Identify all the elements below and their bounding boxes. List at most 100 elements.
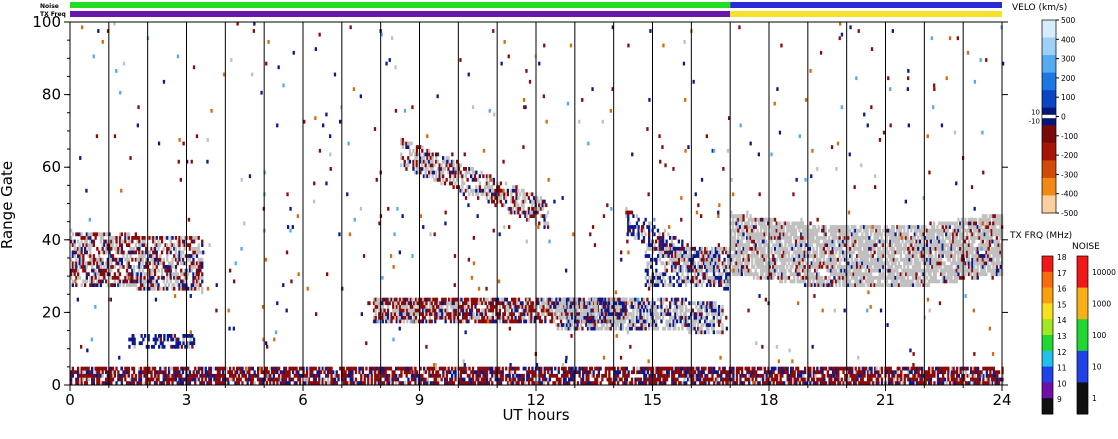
backscatter-cell bbox=[199, 268, 202, 273]
backscatter-cell bbox=[145, 246, 148, 251]
backscatter-cell bbox=[610, 366, 613, 371]
backscatter-cell bbox=[208, 381, 211, 385]
backscatter-cell bbox=[588, 326, 591, 331]
backscatter-cell bbox=[613, 366, 616, 371]
backscatter-cell bbox=[597, 312, 600, 316]
backscatter-cell bbox=[487, 174, 490, 179]
backscatter-cell bbox=[558, 297, 562, 302]
backscatter-cell bbox=[400, 308, 404, 313]
backscatter-cell bbox=[407, 308, 411, 313]
backscatter-cell bbox=[530, 308, 533, 313]
backscatter-cell bbox=[824, 366, 828, 371]
backscatter-cell bbox=[461, 370, 464, 375]
backscatter-cell bbox=[600, 319, 604, 324]
backscatter-cell bbox=[665, 312, 668, 316]
backscatter-cell bbox=[354, 377, 358, 382]
backscatter-cell bbox=[150, 283, 153, 287]
backscatter-cell bbox=[377, 366, 380, 371]
backscatter-cell bbox=[767, 370, 770, 375]
backscatter-cell bbox=[776, 377, 779, 382]
backscatter-cell bbox=[222, 377, 225, 382]
backscatter-cell bbox=[541, 206, 544, 211]
backscatter-cell bbox=[662, 283, 665, 287]
backscatter-cell bbox=[132, 366, 136, 371]
backscatter-cell bbox=[407, 370, 410, 375]
backscatter-cell bbox=[704, 373, 707, 378]
backscatter-cell bbox=[697, 283, 700, 287]
backscatter-cell bbox=[460, 319, 463, 324]
backscatter-cell bbox=[381, 319, 384, 324]
backscatter-cell bbox=[197, 250, 200, 255]
backscatter-cell bbox=[655, 377, 658, 382]
backscatter-cell bbox=[368, 366, 372, 371]
backscatter-cell bbox=[738, 214, 742, 218]
backscatter-cell bbox=[517, 381, 520, 385]
backscatter-cell bbox=[678, 373, 681, 378]
backscatter-cell bbox=[150, 370, 153, 375]
backscatter-cell bbox=[108, 366, 111, 371]
backscatter-cell bbox=[85, 239, 88, 244]
backscatter-cell bbox=[543, 199, 546, 204]
backscatter-cell bbox=[161, 344, 164, 349]
backscatter-cell bbox=[655, 279, 658, 284]
backscatter-cell bbox=[555, 323, 558, 327]
backscatter-cell bbox=[160, 261, 164, 266]
backscatter-cell bbox=[438, 366, 441, 371]
backscatter-cell bbox=[975, 366, 978, 371]
backscatter-cell bbox=[236, 381, 239, 385]
backscatter-cell bbox=[131, 268, 134, 273]
backscatter-cell bbox=[246, 377, 249, 382]
backscatter-cell bbox=[183, 268, 186, 273]
backscatter-cell bbox=[880, 366, 884, 371]
backscatter-cell bbox=[569, 297, 572, 302]
backscatter-cell bbox=[653, 283, 656, 287]
backscatter-cell bbox=[607, 308, 611, 313]
backscatter-cell bbox=[674, 308, 677, 313]
backscatter-cell bbox=[712, 283, 716, 287]
backscatter-cell bbox=[117, 370, 120, 375]
backscatter-cell bbox=[484, 377, 487, 382]
backscatter-cell bbox=[383, 297, 386, 302]
backscatter-cell bbox=[676, 301, 679, 306]
backscatter-cell bbox=[646, 268, 649, 273]
backscatter-cell bbox=[318, 366, 321, 371]
backscatter-cell bbox=[585, 315, 588, 320]
backscatter-cell bbox=[404, 305, 407, 309]
backscatter-cell bbox=[431, 366, 434, 371]
backscatter-cell bbox=[388, 373, 391, 378]
backscatter-cell bbox=[529, 192, 532, 197]
backscatter-cell bbox=[468, 381, 471, 385]
backscatter-cell bbox=[532, 199, 536, 204]
backscatter-cell bbox=[138, 279, 141, 284]
backscatter-cell bbox=[585, 381, 588, 385]
backscatter-cell bbox=[819, 377, 822, 382]
backscatter-cell bbox=[169, 236, 172, 240]
backscatter-cell bbox=[646, 312, 649, 316]
backscatter-cell bbox=[527, 217, 530, 222]
backscatter-cell bbox=[679, 254, 682, 258]
backscatter-cell bbox=[625, 373, 628, 378]
backscatter-cell bbox=[576, 297, 579, 302]
backscatter-cell bbox=[656, 236, 660, 240]
backscatter-cell bbox=[804, 370, 807, 375]
backscatter-cell bbox=[660, 246, 663, 251]
backscatter-cell bbox=[372, 308, 376, 313]
backscatter-cell bbox=[915, 366, 919, 371]
backscatter-cell bbox=[686, 243, 689, 247]
backscatter-cell bbox=[592, 326, 595, 331]
backscatter-cell bbox=[197, 236, 200, 240]
backscatter-cell bbox=[166, 275, 169, 280]
backscatter-cell bbox=[571, 297, 574, 302]
backscatter-cell bbox=[929, 377, 933, 382]
backscatter-cell bbox=[714, 250, 717, 255]
backscatter-cell bbox=[463, 167, 466, 171]
backscatter-cell bbox=[456, 366, 459, 371]
backscatter-cell bbox=[688, 366, 691, 371]
backscatter-cell bbox=[595, 297, 598, 302]
backscatter-cell bbox=[170, 337, 173, 342]
backscatter-cell bbox=[716, 254, 719, 258]
backscatter-cell bbox=[677, 275, 681, 280]
backscatter-cell bbox=[368, 370, 372, 375]
backscatter-cell bbox=[141, 283, 144, 287]
backscatter-cell bbox=[436, 167, 440, 171]
